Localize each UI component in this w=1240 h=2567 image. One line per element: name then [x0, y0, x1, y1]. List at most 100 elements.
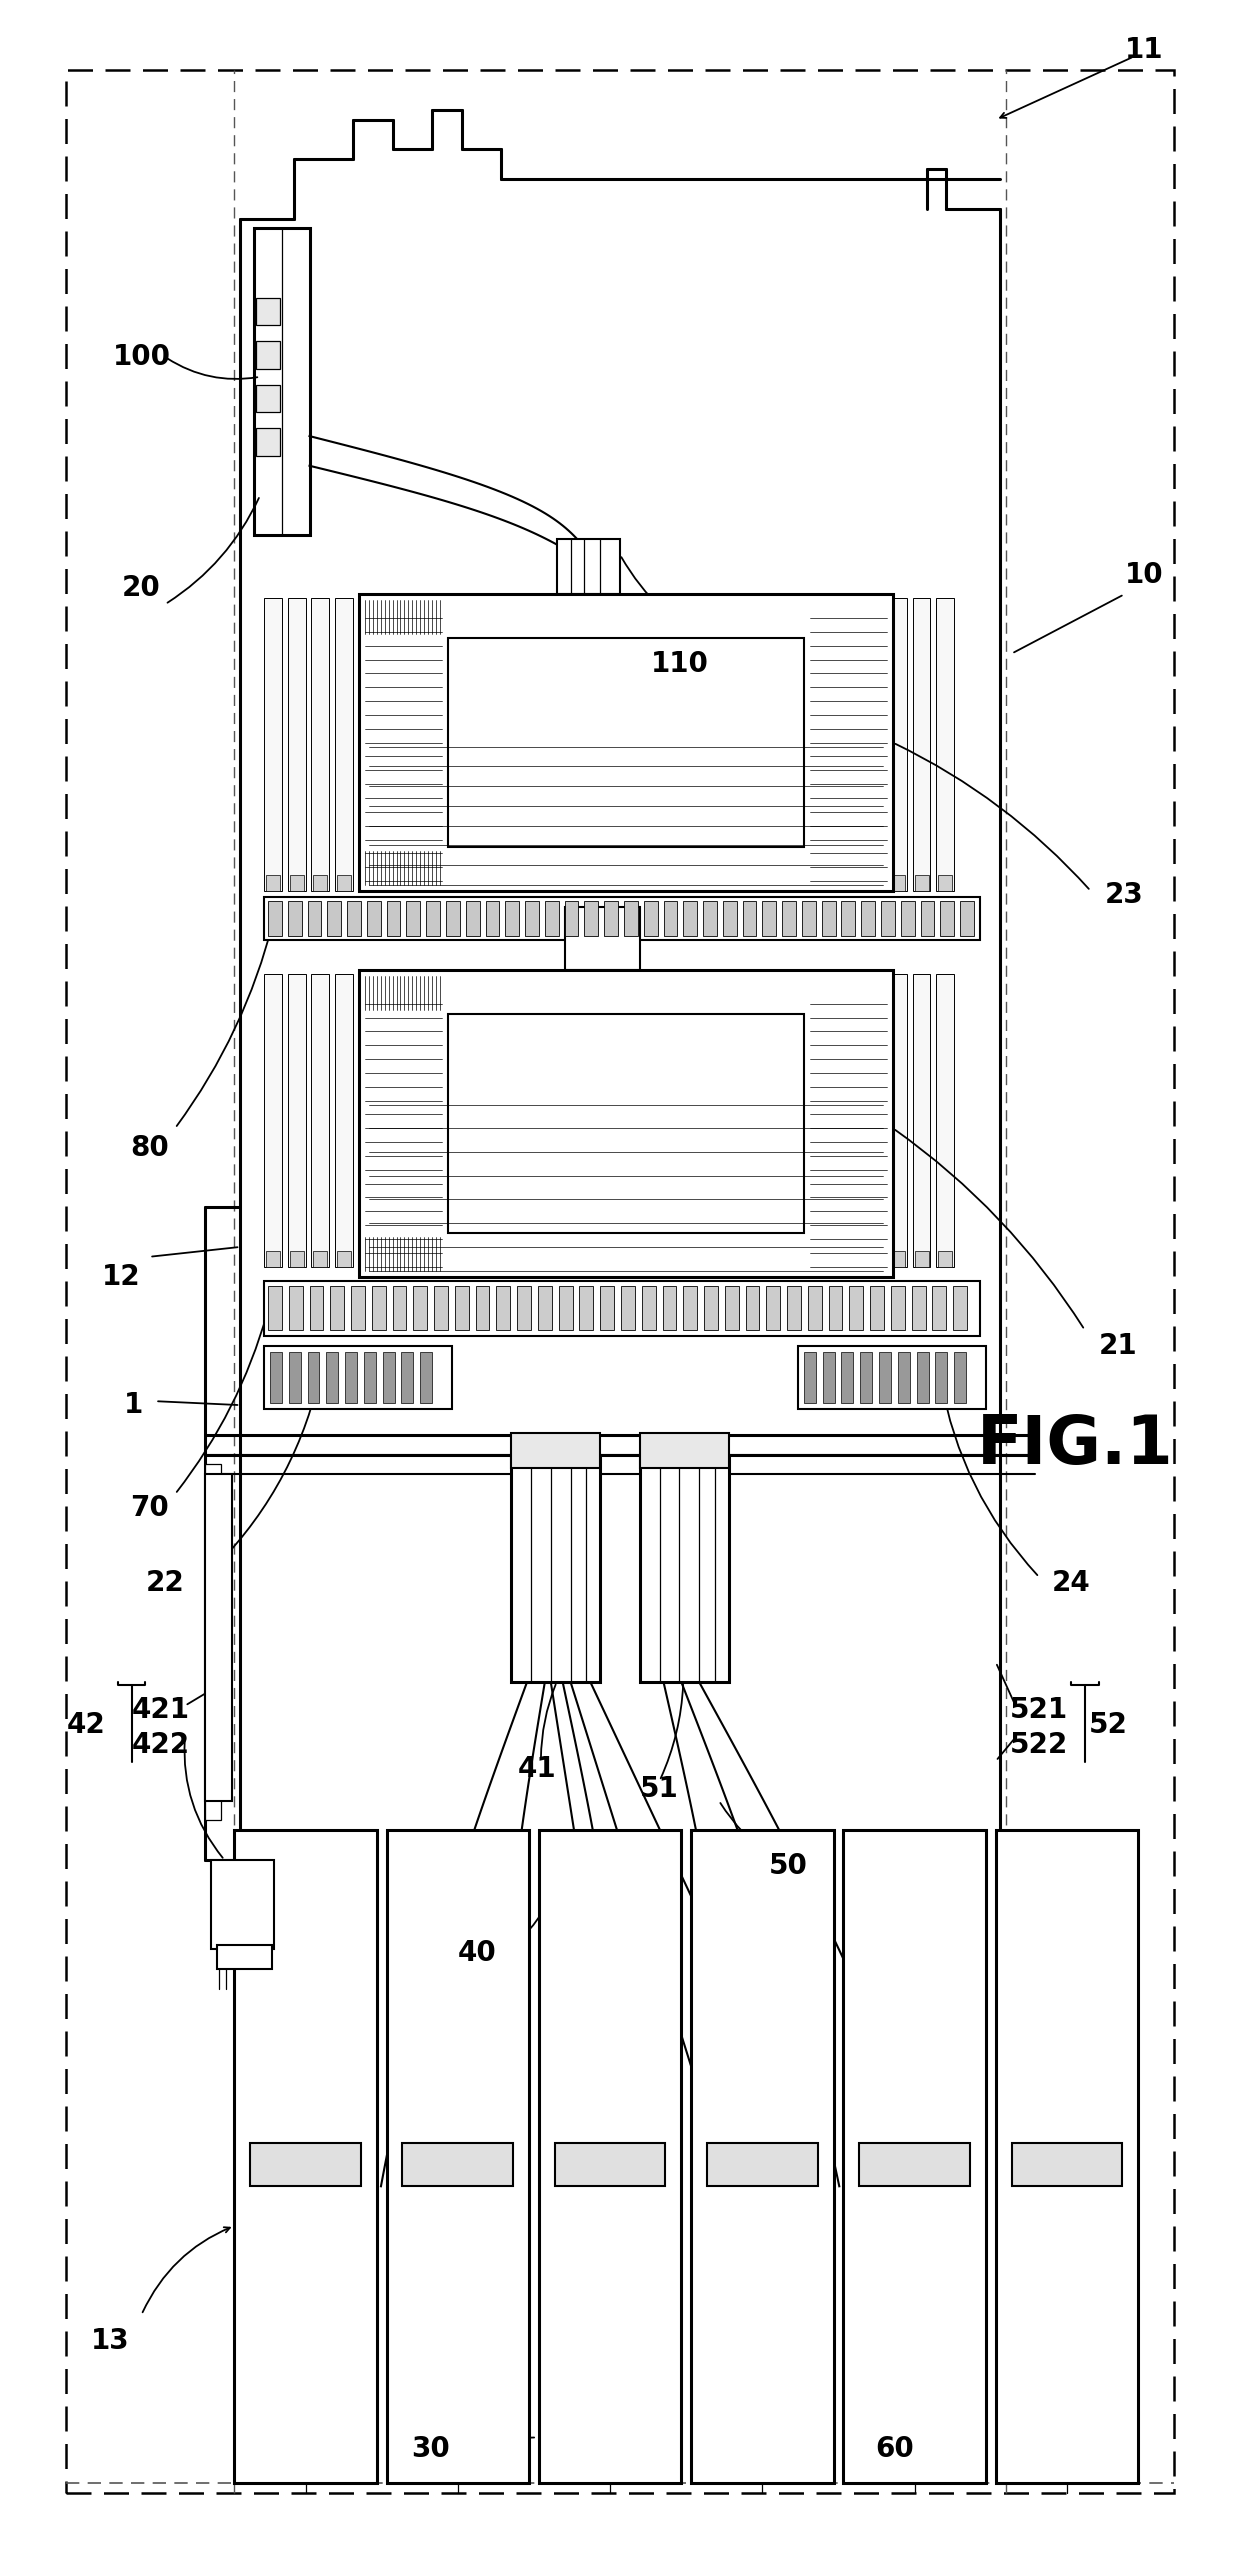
- Bar: [773, 1250, 786, 1266]
- Bar: [746, 973, 764, 1266]
- Text: 22: 22: [146, 1568, 185, 1597]
- Bar: [745, 1286, 759, 1330]
- Text: 30: 30: [410, 2436, 450, 2464]
- Bar: [551, 875, 564, 891]
- Bar: [367, 901, 381, 937]
- Text: 42: 42: [67, 1712, 105, 1740]
- Bar: [960, 901, 973, 937]
- Circle shape: [836, 983, 879, 1027]
- Bar: [257, 429, 280, 457]
- Bar: [446, 901, 460, 937]
- Bar: [704, 1286, 718, 1330]
- Bar: [662, 1286, 676, 1330]
- Bar: [749, 875, 763, 891]
- Bar: [337, 1250, 351, 1266]
- Bar: [723, 973, 740, 1266]
- Text: 10: 10: [1125, 560, 1163, 588]
- Bar: [870, 1286, 884, 1330]
- Text: 51: 51: [640, 1774, 680, 1802]
- Bar: [427, 901, 440, 937]
- Bar: [403, 2143, 513, 2187]
- Bar: [723, 901, 737, 937]
- Bar: [770, 973, 789, 1266]
- Bar: [234, 1830, 377, 2482]
- Bar: [911, 1286, 925, 1330]
- Bar: [480, 1250, 494, 1266]
- Circle shape: [383, 993, 407, 1017]
- Bar: [347, 901, 361, 937]
- Bar: [290, 1250, 304, 1266]
- Bar: [267, 875, 280, 891]
- Bar: [913, 973, 930, 1266]
- Bar: [430, 973, 448, 1266]
- Bar: [746, 598, 764, 891]
- Bar: [703, 901, 717, 937]
- Bar: [889, 598, 906, 891]
- Bar: [890, 1286, 905, 1330]
- Bar: [782, 901, 796, 937]
- Bar: [480, 875, 494, 891]
- Bar: [808, 1286, 822, 1330]
- Bar: [749, 1250, 763, 1266]
- Bar: [843, 1830, 986, 2482]
- Text: 21: 21: [1099, 1332, 1137, 1361]
- Bar: [264, 896, 980, 940]
- Bar: [525, 901, 539, 937]
- Bar: [308, 1353, 320, 1404]
- Bar: [900, 901, 915, 937]
- Bar: [817, 973, 836, 1266]
- Bar: [402, 1353, 413, 1404]
- Text: 100: 100: [113, 344, 170, 372]
- Bar: [802, 901, 816, 937]
- Bar: [448, 1014, 804, 1232]
- Bar: [707, 2143, 817, 2187]
- Circle shape: [846, 619, 869, 642]
- Bar: [898, 1353, 910, 1404]
- Bar: [466, 901, 480, 937]
- Bar: [288, 901, 301, 937]
- Circle shape: [383, 619, 407, 642]
- Bar: [434, 1286, 448, 1330]
- Bar: [683, 901, 697, 937]
- Circle shape: [846, 845, 869, 868]
- Bar: [913, 598, 930, 891]
- Bar: [822, 901, 836, 937]
- Bar: [859, 2143, 970, 2187]
- Bar: [683, 1286, 697, 1330]
- Bar: [454, 973, 471, 1266]
- Circle shape: [373, 608, 417, 652]
- Bar: [430, 598, 448, 891]
- Bar: [511, 1455, 600, 1681]
- Bar: [358, 970, 893, 1276]
- Bar: [796, 875, 810, 891]
- Bar: [205, 1473, 232, 1799]
- Bar: [267, 1250, 280, 1266]
- Bar: [311, 973, 330, 1266]
- Bar: [538, 1286, 552, 1330]
- Bar: [544, 901, 559, 937]
- Text: 13: 13: [91, 2326, 129, 2354]
- Bar: [503, 1250, 517, 1266]
- Text: 12: 12: [103, 1263, 141, 1291]
- Bar: [268, 901, 281, 937]
- Bar: [264, 1345, 451, 1409]
- Text: 522: 522: [1011, 1730, 1069, 1758]
- Bar: [849, 1286, 863, 1330]
- Bar: [842, 598, 859, 891]
- Text: 421: 421: [133, 1697, 190, 1722]
- Bar: [361, 1250, 374, 1266]
- Bar: [311, 598, 330, 891]
- Bar: [358, 598, 377, 891]
- Circle shape: [836, 834, 879, 878]
- Bar: [432, 1250, 446, 1266]
- Text: 41: 41: [517, 1756, 557, 1784]
- Bar: [358, 596, 893, 891]
- Bar: [486, 901, 500, 937]
- Text: 110: 110: [651, 649, 708, 678]
- Bar: [773, 875, 786, 891]
- Bar: [335, 973, 353, 1266]
- Bar: [935, 1353, 947, 1404]
- Bar: [335, 598, 353, 891]
- Text: 50: 50: [769, 1851, 807, 1879]
- Bar: [940, 901, 955, 937]
